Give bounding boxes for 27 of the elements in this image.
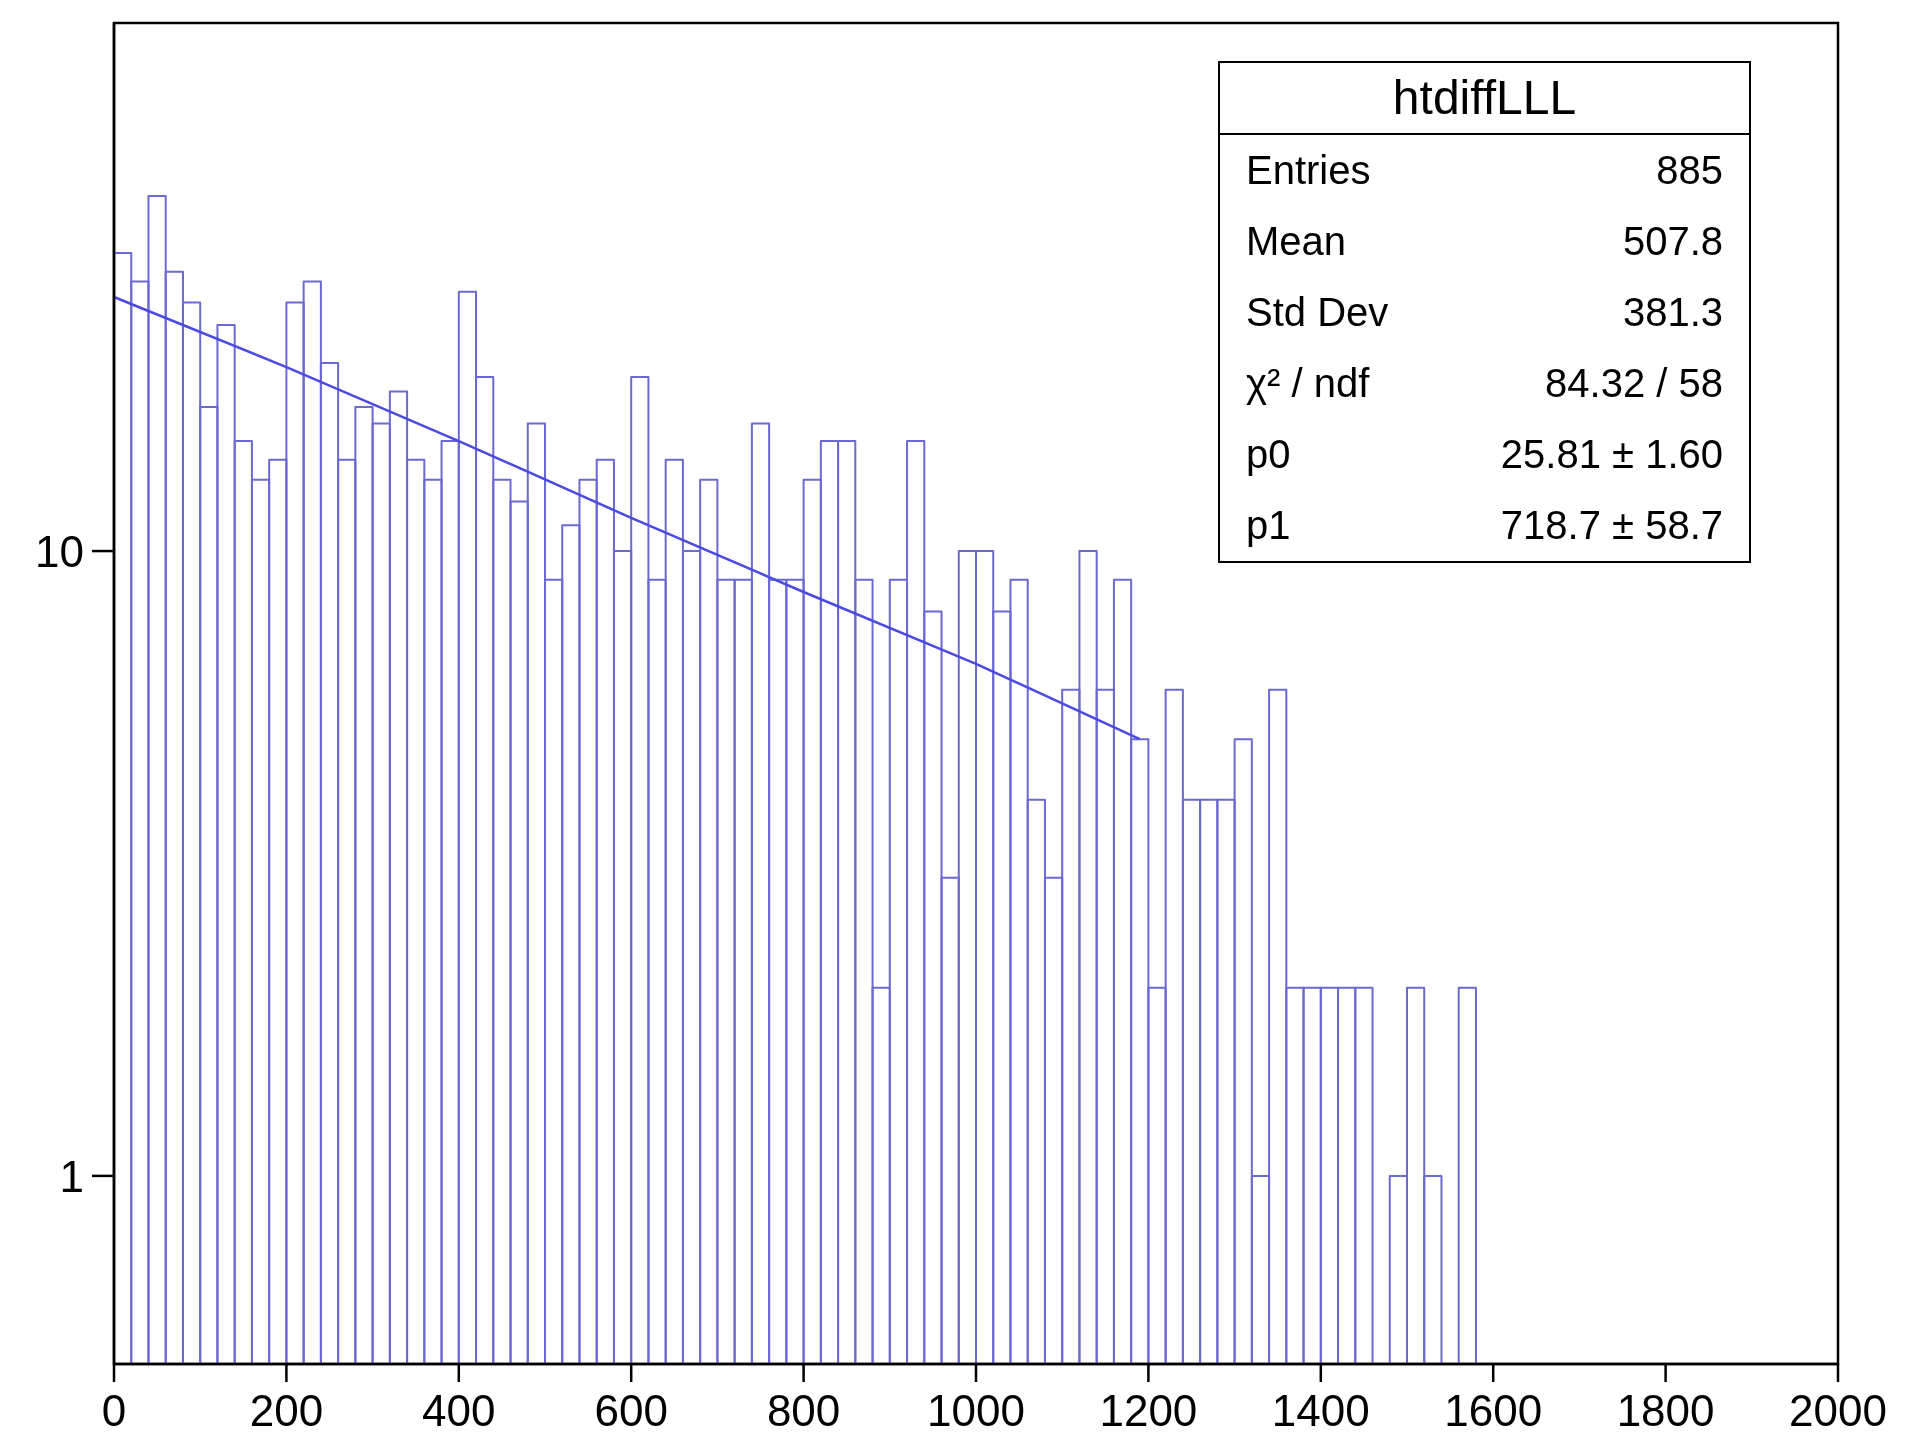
annotation: p1: [1246, 503, 1291, 548]
x-tick-label: 2000: [1789, 1386, 1887, 1435]
x-tick-label: 1200: [1099, 1386, 1198, 1435]
y-tick-label: 1: [59, 1151, 84, 1201]
annotation: 507.8: [1622, 219, 1723, 264]
x-tick-label: 1600: [1444, 1386, 1543, 1435]
annotation: 84.32 / 58: [1545, 361, 1723, 406]
x-tick-label: 600: [594, 1386, 668, 1435]
line-series: [114, 295, 1142, 741]
annotation: χ² / ndf: [1246, 361, 1370, 406]
annotation: Entries: [1246, 148, 1371, 193]
y-tick-label: 10: [35, 527, 84, 577]
annotation: 885: [1656, 148, 1723, 193]
annotation: 381.3: [1622, 290, 1723, 335]
annotation: Std Dev: [1246, 290, 1389, 335]
x-tick-label: 800: [766, 1386, 841, 1435]
x-tick-label: 200: [249, 1386, 324, 1435]
x-tick-label: 1800: [1616, 1386, 1715, 1435]
x-tick-label: 1000: [927, 1386, 1025, 1435]
annotation: 25.81 ± 1.60: [1500, 432, 1723, 477]
annotation: 718.7 ± 58.7: [1500, 503, 1723, 548]
x-tick-label: 400: [422, 1386, 496, 1435]
annotation: Mean: [1246, 219, 1347, 264]
text: htdiffLLL: [1220, 63, 1749, 135]
x-tick-label: 1400: [1271, 1386, 1370, 1435]
annotation: p0: [1246, 432, 1291, 477]
x-tick-label: 0: [101, 1386, 127, 1435]
